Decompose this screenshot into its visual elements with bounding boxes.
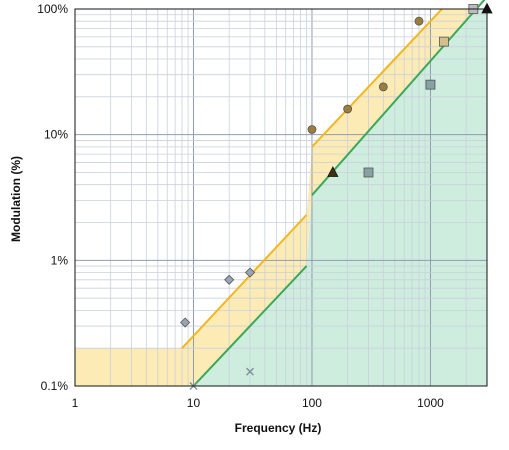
y-tick-label: 100% [37, 2, 68, 16]
low-risk-boundary [192, 265, 308, 387]
plot-frame [74, 8, 488, 387]
y-tick-label: 0.1% [41, 379, 69, 393]
diamond-point [224, 274, 235, 285]
boundary-lines-layer [181, 0, 486, 387]
diamond-point [180, 317, 191, 328]
x-tick-label: 10 [187, 396, 201, 410]
upper-boundary [311, 8, 443, 148]
x-tick-label: 100 [302, 396, 322, 410]
triangle-point [327, 166, 339, 177]
region-transition [75, 9, 478, 386]
tick-labels-layer: 1 10 100 1000 0.1% 1% 10% 100% [37, 2, 444, 410]
regions-layer [75, 9, 487, 386]
x-axis-title: Frequency (Hz) [235, 421, 322, 435]
upper-boundary [181, 214, 308, 349]
grid-layer [74, 9, 488, 387]
diamond-point [244, 267, 256, 278]
y-tick-label: 10% [44, 128, 68, 142]
square-point [363, 167, 374, 178]
low-risk-boundary [311, 0, 486, 196]
x-point [246, 367, 255, 376]
circle-point [343, 104, 353, 114]
data-points-layer [180, 2, 493, 390]
circle-point [414, 16, 424, 26]
circle-point [307, 125, 317, 134]
y-axis-title: Modulation (%) [9, 156, 23, 242]
region-low-risk [193, 9, 487, 386]
circle-point [378, 82, 388, 92]
x-tick-label: 1000 [417, 396, 444, 410]
square-point [439, 36, 449, 47]
x-tick-label: 1 [72, 396, 79, 410]
y-tick-label: 1% [51, 253, 69, 267]
square-point [425, 79, 436, 90]
